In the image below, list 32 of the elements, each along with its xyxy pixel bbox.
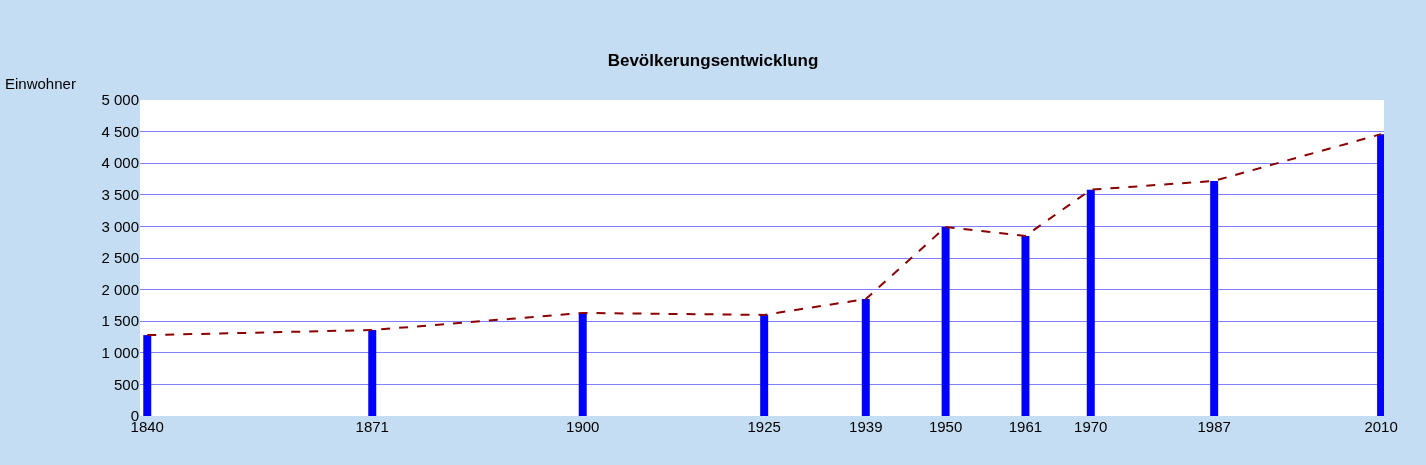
bar [1377, 134, 1384, 416]
x-tick-label: 1925 [747, 418, 781, 435]
y-tick-label: 2 500 [101, 249, 139, 267]
y-tick-label: 500 [113, 375, 139, 393]
y-tick-label: 4 000 [101, 154, 139, 172]
bar [941, 227, 950, 416]
bar [861, 299, 870, 416]
line-series [146, 133, 1383, 337]
bar [578, 312, 587, 416]
bar [143, 335, 152, 416]
y-tick-label: 1 000 [101, 344, 139, 362]
y-tick-label: 3 000 [101, 217, 139, 235]
x-tick-label: 1900 [566, 418, 600, 435]
chart-title: Bevölkerungsentwicklung [607, 51, 819, 71]
x-tick-label: 1871 [355, 418, 389, 435]
y-tick-label: 5 000 [101, 91, 139, 109]
bar [1086, 189, 1095, 416]
y-tick-label: 4 500 [101, 122, 139, 140]
x-tick-label: 1950 [928, 418, 963, 435]
bar [1021, 235, 1030, 416]
x-tick-label: 1961 [1008, 418, 1043, 435]
x-tick-label: 2010 [1364, 418, 1398, 435]
y-tick-label: 2 000 [101, 280, 139, 298]
y-axis-title: Einwohner [5, 75, 76, 92]
bar [1210, 180, 1219, 416]
y-tick-label: 3 500 [101, 186, 139, 204]
bar [368, 330, 377, 416]
x-tick-label: 1939 [849, 418, 883, 435]
bar [760, 314, 769, 416]
x-tick-label: 1987 [1197, 418, 1231, 435]
y-tick-label: 1 500 [101, 312, 139, 330]
x-tick-label: 1970 [1074, 418, 1108, 435]
